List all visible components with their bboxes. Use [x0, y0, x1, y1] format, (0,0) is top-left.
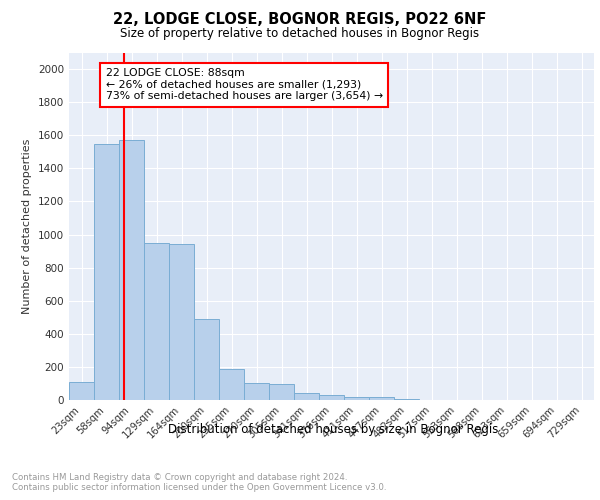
Text: 22 LODGE CLOSE: 88sqm
← 26% of detached houses are smaller (1,293)
73% of semi-d: 22 LODGE CLOSE: 88sqm ← 26% of detached … [106, 68, 383, 102]
Y-axis label: Number of detached properties: Number of detached properties [22, 138, 32, 314]
Bar [344, 396, 369, 400]
Text: Contains HM Land Registry data © Crown copyright and database right 2024.
Contai: Contains HM Land Registry data © Crown c… [12, 472, 386, 492]
Text: Distribution of detached houses by size in Bognor Regis: Distribution of detached houses by size … [168, 422, 498, 436]
Bar [219, 370, 244, 400]
Text: Size of property relative to detached houses in Bognor Regis: Size of property relative to detached ho… [121, 28, 479, 40]
Bar [169, 244, 194, 400]
Bar [144, 243, 169, 400]
Bar [119, 140, 144, 400]
Bar [94, 144, 119, 400]
Text: 22, LODGE CLOSE, BOGNOR REGIS, PO22 6NF: 22, LODGE CLOSE, BOGNOR REGIS, PO22 6NF [113, 12, 487, 28]
Bar [194, 319, 219, 400]
Bar [369, 397, 394, 400]
Bar [244, 384, 269, 400]
Bar [294, 394, 319, 400]
Bar [394, 399, 419, 400]
Bar [319, 395, 344, 400]
Bar [69, 382, 94, 400]
Bar [269, 384, 294, 400]
